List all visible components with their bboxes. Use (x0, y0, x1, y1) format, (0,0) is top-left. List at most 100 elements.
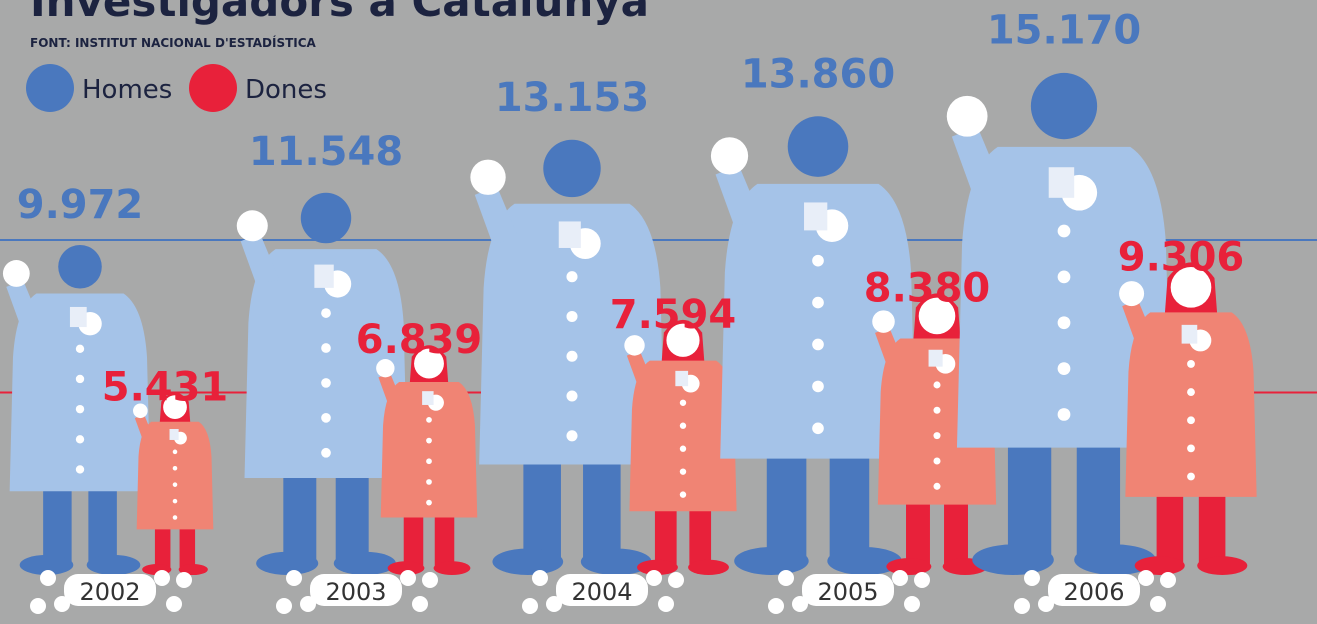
head (1031, 73, 1097, 139)
leg (906, 502, 930, 564)
x-tick-label: 2002 (79, 578, 140, 606)
molecule-atom (892, 570, 908, 586)
shoe (256, 552, 318, 575)
shoe (972, 544, 1054, 575)
hand (624, 335, 644, 355)
beaker (314, 265, 333, 288)
chart-title: Investigadors a Catalunya (30, 0, 649, 26)
shoe (87, 555, 141, 575)
molecule-atom (412, 596, 428, 612)
leg (404, 515, 424, 566)
button (76, 405, 84, 413)
button (1187, 388, 1195, 396)
button (426, 458, 432, 464)
beaker (929, 350, 943, 367)
shoe (1197, 556, 1247, 575)
molecule-atom (522, 598, 538, 614)
button (680, 446, 686, 452)
button (76, 465, 84, 473)
button (426, 417, 432, 423)
molecule-atom (1160, 572, 1176, 588)
leg (180, 528, 196, 568)
button (933, 407, 940, 414)
leg (43, 488, 71, 562)
value-label: 15.170 (987, 7, 1141, 53)
shoe (434, 561, 471, 575)
button (1187, 416, 1195, 424)
button (812, 339, 824, 351)
button (321, 378, 331, 388)
beaker (70, 307, 87, 327)
value-label: 11.548 (249, 129, 403, 175)
legend-label: Dones (245, 75, 327, 105)
molecule-atom (1024, 570, 1040, 586)
button (173, 499, 178, 504)
button (566, 390, 577, 401)
x-tick-label: 2004 (571, 578, 632, 606)
hand (872, 310, 895, 333)
molecule-atom (778, 570, 794, 586)
molecule-atom (40, 570, 56, 586)
molecule-atom (276, 598, 292, 614)
button (426, 500, 432, 506)
legend-swatch (189, 64, 237, 112)
beaker (559, 221, 581, 248)
button (173, 515, 178, 520)
button (1058, 225, 1071, 238)
beaker (804, 202, 827, 230)
head (788, 116, 849, 177)
leg (689, 509, 711, 565)
beaker (675, 371, 688, 386)
molecule-atom (904, 596, 920, 612)
molecule-atom (154, 570, 170, 586)
value-label: 13.153 (495, 75, 649, 121)
button (680, 491, 686, 497)
button (933, 381, 940, 388)
leg (88, 488, 116, 562)
button (812, 381, 824, 393)
hand (3, 260, 30, 287)
leg (830, 454, 870, 556)
molecule-atom (422, 572, 438, 588)
leg (1077, 442, 1120, 554)
button (1058, 270, 1071, 283)
head (543, 140, 600, 197)
button (173, 482, 178, 487)
button (566, 351, 577, 362)
molecule-atom (1150, 596, 1166, 612)
hand (1119, 281, 1144, 306)
shoe (334, 552, 396, 575)
value-label: 5.431 (102, 365, 229, 411)
hand (947, 96, 988, 137)
button (173, 466, 178, 471)
value-label: 7.594 (610, 292, 737, 338)
value-label: 9.972 (17, 182, 144, 228)
molecule-atom (166, 596, 182, 612)
x-tick-label: 2003 (325, 578, 386, 606)
button (566, 271, 577, 282)
button (1058, 408, 1071, 421)
button (426, 438, 432, 444)
button (933, 457, 940, 464)
button (680, 400, 686, 406)
button (1187, 360, 1195, 368)
button (76, 435, 84, 443)
leg (155, 528, 171, 568)
molecule-atom (286, 570, 302, 586)
button (812, 297, 824, 309)
button (1187, 444, 1195, 452)
button (1058, 316, 1071, 329)
button (566, 311, 577, 322)
shoe (688, 560, 729, 575)
molecule-atom (646, 570, 662, 586)
beaker (170, 429, 179, 440)
button (680, 468, 686, 474)
button (1058, 362, 1071, 375)
button (812, 255, 824, 267)
leg (1008, 442, 1051, 554)
molecule-atom (768, 598, 784, 614)
button (321, 448, 331, 458)
leg (583, 460, 621, 557)
molecule-atom (668, 572, 684, 588)
leg (435, 515, 455, 566)
